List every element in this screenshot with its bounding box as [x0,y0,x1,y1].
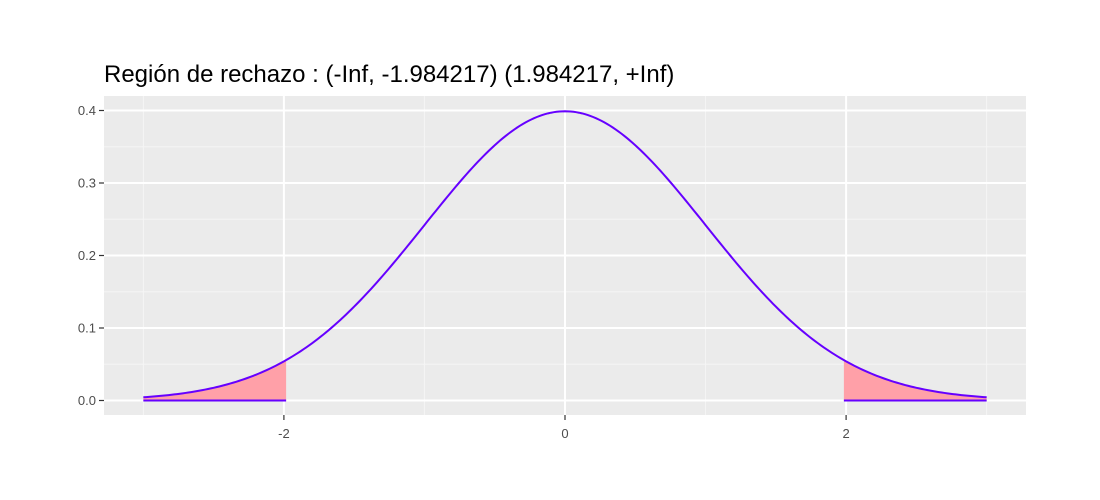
x-tick-label: 0 [561,426,568,441]
density-curve [143,110,987,399]
y-tick-label: 0.4 [78,103,96,118]
y-axis: 0.0 0.1 0.2 0.3 0.4 [78,103,104,408]
curve-layer [143,110,987,402]
x-tick-label: 2 [842,426,849,441]
y-tick-label: 0.1 [78,321,96,336]
x-tick-label: -2 [278,426,290,441]
y-tick-label: 0.0 [78,393,96,408]
chart-title: Región de rechazo : (-Inf, -1.984217) (1… [104,61,674,88]
y-tick-label: 0.3 [78,176,96,191]
y-tick-label: 0.2 [78,248,96,263]
rejection-regions [143,360,987,401]
rejection-region-left [143,360,287,401]
rejection-region-right [843,360,987,401]
x-axis: -2 0 2 [278,415,850,441]
